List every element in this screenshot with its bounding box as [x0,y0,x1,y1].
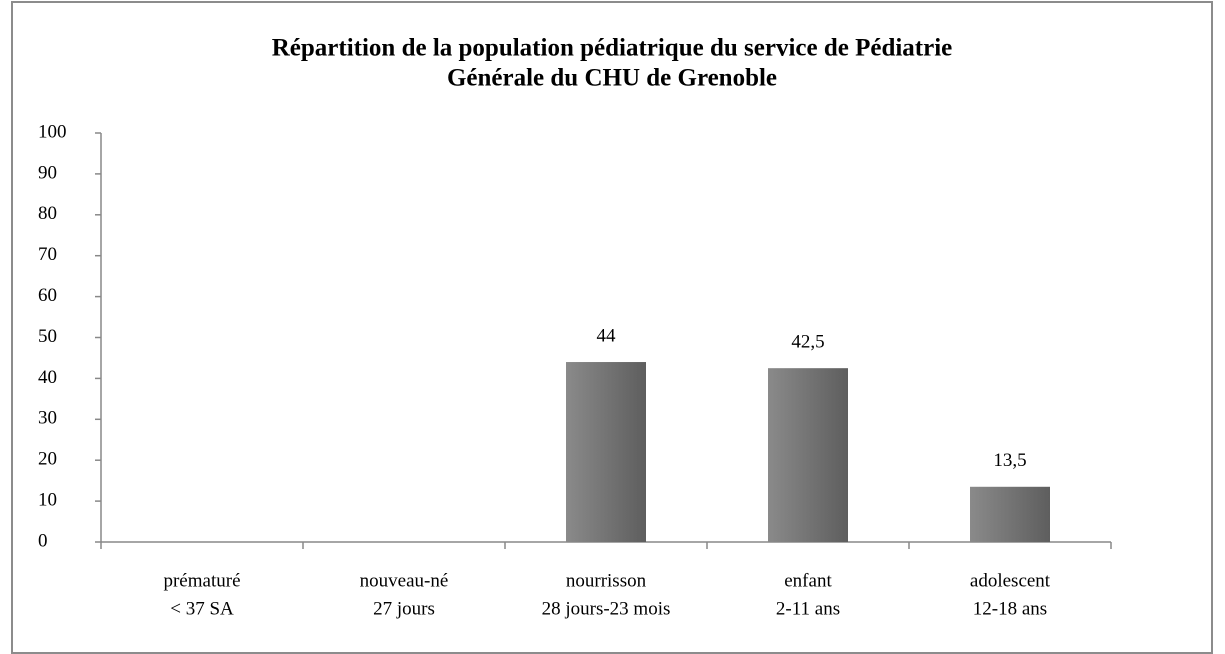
x-tick-label: 27 jours [373,598,435,619]
x-tick-label: enfant [784,570,832,591]
y-tick-label: 0 [38,530,48,551]
y-tick-label: 80 [38,203,57,224]
x-tick-label: adolescent [970,570,1051,591]
value-label: 42,5 [791,332,824,353]
x-tick-label: nouveau-né [360,570,449,591]
y-tick-label: 90 [38,162,57,183]
chart-title: Générale du CHU de Grenoble [447,65,777,92]
value-label: 13,5 [993,450,1026,471]
x-tick-label: < 37 SA [170,598,234,619]
x-tick-label: prématuré [163,570,240,591]
chart-title: Répartition de la population pédiatrique… [272,35,953,62]
y-tick-label: 60 [38,285,57,306]
x-tick-label: nourrisson [566,570,647,591]
y-tick-label: 50 [38,326,57,347]
bar [768,368,848,542]
x-tick-label: 2-11 ans [776,598,840,619]
value-label: 44 [597,325,617,346]
y-tick-label: 20 [38,449,57,470]
y-tick-label: 10 [38,489,57,510]
bar [566,362,646,542]
y-tick-label: 70 [38,244,57,265]
bar [970,486,1050,542]
x-tick-label: 28 jours-23 mois [542,598,671,619]
x-tick-label: 12-18 ans [973,598,1047,619]
chart-frame [11,1,1213,654]
y-tick-label: 100 [38,121,67,142]
y-tick-label: 40 [38,367,57,388]
y-tick-label: 30 [38,408,57,429]
